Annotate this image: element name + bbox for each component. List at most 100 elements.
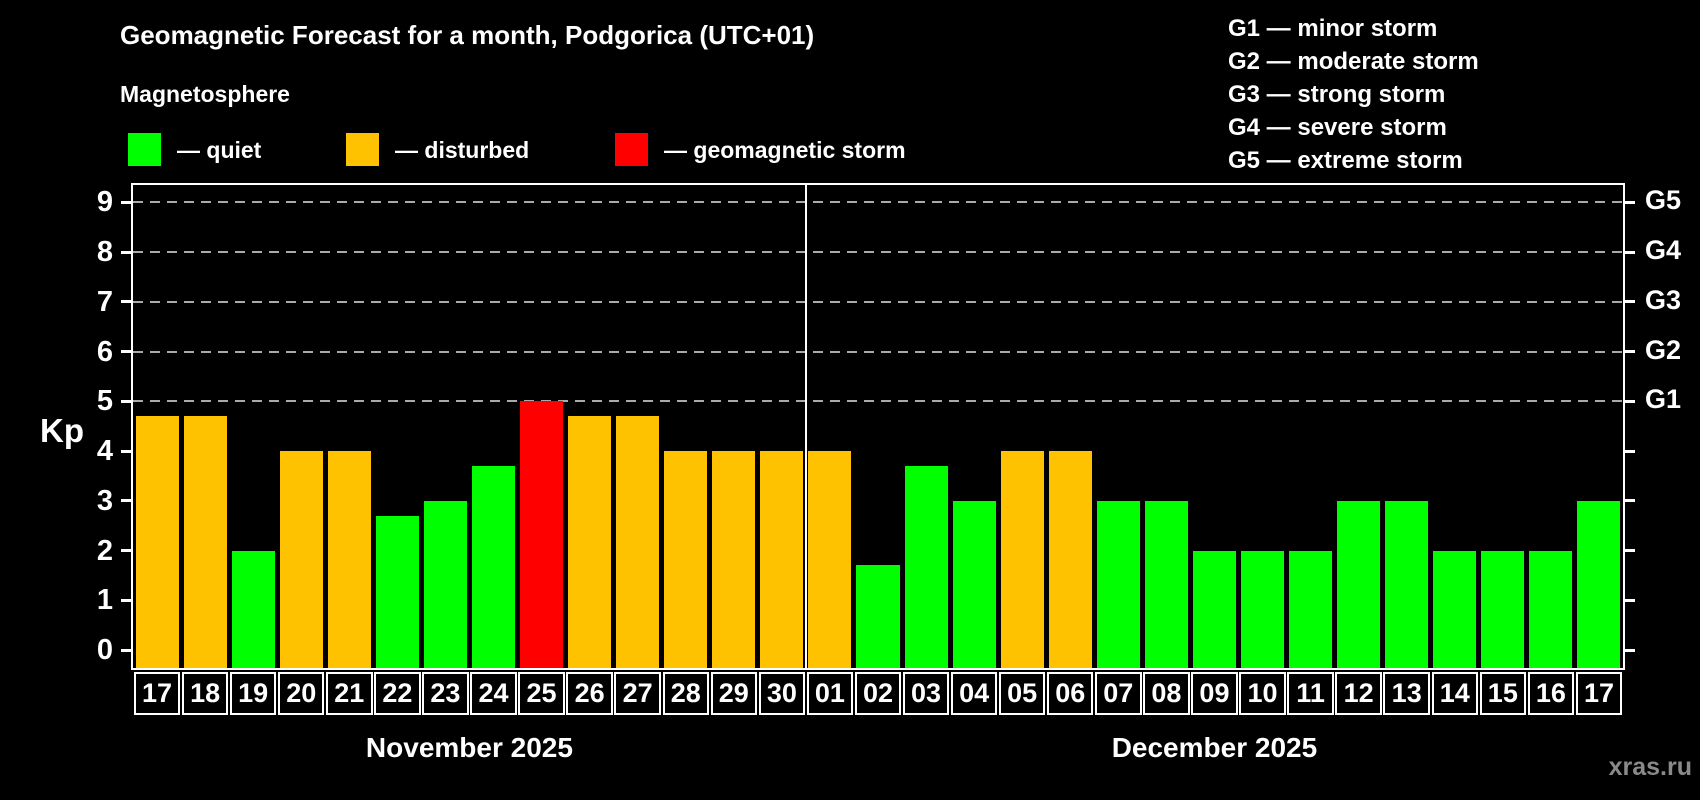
g-legend-line-g5: G5 — extreme storm — [1228, 147, 1463, 174]
magnetosphere-subtitle: Magnetosphere — [120, 81, 290, 107]
bar-day-04 — [952, 500, 996, 668]
day-label-06: 06 — [1047, 672, 1094, 715]
g-legend-line-g3: G3 — strong storm — [1228, 81, 1446, 108]
bar-day-19 — [231, 550, 275, 668]
y-axis-tick-label-3: 3 — [96, 484, 113, 517]
bar-day-09 — [1192, 550, 1236, 668]
g-legend-line-g1: G1 — minor storm — [1228, 15, 1438, 42]
day-label-23: 23 — [422, 672, 469, 715]
bar-day-17 — [135, 416, 179, 668]
gridline-kp-9 — [133, 201, 1623, 204]
y-axis-tick-5 — [121, 399, 131, 403]
day-label-10: 10 — [1239, 672, 1286, 715]
right-axis-tick-4 — [1625, 449, 1635, 453]
bar-day-29 — [712, 451, 756, 668]
day-label-27: 27 — [614, 672, 661, 715]
day-label-24: 24 — [470, 672, 517, 715]
bar-day-16 — [1529, 550, 1573, 668]
bar-day-01 — [808, 451, 852, 668]
g-axis-label-g4: G4 — [1645, 235, 1682, 266]
y-axis-tick-1 — [121, 598, 131, 602]
day-label-02: 02 — [854, 672, 902, 715]
bar-day-08 — [1144, 500, 1188, 668]
y-axis-tick-2 — [121, 549, 131, 553]
g-axis-label-g1: G1 — [1645, 384, 1682, 415]
gridline-kp-6 — [133, 350, 1623, 353]
bar-day-22 — [375, 515, 419, 668]
y-axis-tick-4 — [121, 449, 131, 453]
watermark: xras.ru — [1608, 753, 1692, 781]
y-axis-tick-6 — [121, 350, 131, 354]
day-label-12: 12 — [1335, 672, 1382, 715]
bar-day-24 — [471, 465, 515, 668]
month-label-november: November 2025 — [365, 732, 573, 763]
y-axis-tick-3 — [121, 499, 131, 503]
g-axis-label-g2: G2 — [1645, 334, 1682, 365]
day-label-14: 14 — [1431, 672, 1478, 715]
bar-day-20 — [279, 451, 323, 668]
g-axis-label-g3: G3 — [1645, 284, 1682, 315]
y-axis-tick-label-1: 1 — [96, 584, 113, 617]
right-axis-tick-8 — [1625, 250, 1635, 254]
day-label-08: 08 — [1143, 672, 1190, 715]
legend-label-quiet: — quiet — [177, 137, 262, 163]
g-scale-legend: G1 — minor storm G2 — moderate storm G3 … — [1228, 12, 1479, 177]
bar-day-05 — [1000, 451, 1044, 668]
bar-day-10 — [1240, 550, 1285, 668]
y-axis-tick-0 — [121, 648, 131, 652]
g-legend-line-g4: G4 — severe storm — [1228, 114, 1447, 141]
legend-label-disturbed: — disturbed — [395, 137, 530, 163]
bar-day-21 — [327, 451, 371, 668]
bar-day-25 — [520, 401, 564, 668]
y-axis-tick-label-7: 7 — [96, 285, 113, 318]
bar-day-07 — [1096, 500, 1140, 668]
day-label-19: 19 — [229, 672, 277, 715]
right-axis-tick-0 — [1625, 648, 1635, 652]
gridline-kp-7 — [133, 300, 1623, 303]
y-axis-tick-label-6: 6 — [96, 335, 113, 368]
bar-day-26 — [568, 416, 612, 668]
y-axis-tick-label-9: 9 — [96, 186, 113, 219]
right-axis-tick-5 — [1625, 399, 1635, 403]
month-separator — [804, 185, 807, 668]
day-label-28: 28 — [662, 672, 709, 715]
bar-day-12 — [1337, 500, 1381, 668]
y-axis-tick-label-2: 2 — [96, 534, 113, 567]
day-label-05: 05 — [998, 672, 1046, 715]
bar-day-03 — [904, 465, 948, 668]
plot-area — [131, 183, 1625, 670]
month-label-december: December 2025 — [1111, 732, 1318, 763]
bar-day-30 — [760, 451, 804, 668]
day-label-16: 16 — [1527, 672, 1575, 715]
right-axis-tick-2 — [1625, 549, 1635, 553]
day-label-17: 17 — [1575, 672, 1623, 715]
day-label-20: 20 — [277, 672, 325, 715]
y-axis-title: Kp — [40, 412, 84, 449]
bar-day-13 — [1385, 500, 1429, 668]
day-label-17: 17 — [133, 672, 181, 715]
right-axis-tick-6 — [1625, 350, 1635, 354]
day-label-21: 21 — [326, 672, 373, 715]
y-axis-tick-label-8: 8 — [96, 236, 113, 269]
day-label-09: 09 — [1191, 672, 1238, 715]
legend-swatch-storm — [615, 133, 648, 166]
gridline-kp-8 — [133, 251, 1623, 254]
day-label-15: 15 — [1479, 672, 1527, 715]
bar-day-02 — [856, 565, 900, 668]
day-label-26: 26 — [566, 672, 613, 715]
legend-swatch-disturbed — [346, 133, 379, 166]
right-axis-tick-7 — [1625, 300, 1635, 304]
bar-day-14 — [1433, 550, 1477, 668]
gridline-kp-5 — [133, 400, 1623, 403]
day-label-03: 03 — [902, 672, 950, 715]
right-axis-tick-3 — [1625, 499, 1635, 503]
bar-day-23 — [423, 500, 467, 668]
day-label-07: 07 — [1095, 672, 1142, 715]
bar-day-15 — [1481, 550, 1525, 668]
day-label-13: 13 — [1383, 672, 1430, 715]
day-label-29: 29 — [710, 672, 758, 715]
right-axis-tick-1 — [1625, 598, 1635, 602]
legend-label-storm: — geomagnetic storm — [664, 137, 906, 163]
bar-day-11 — [1289, 550, 1333, 668]
